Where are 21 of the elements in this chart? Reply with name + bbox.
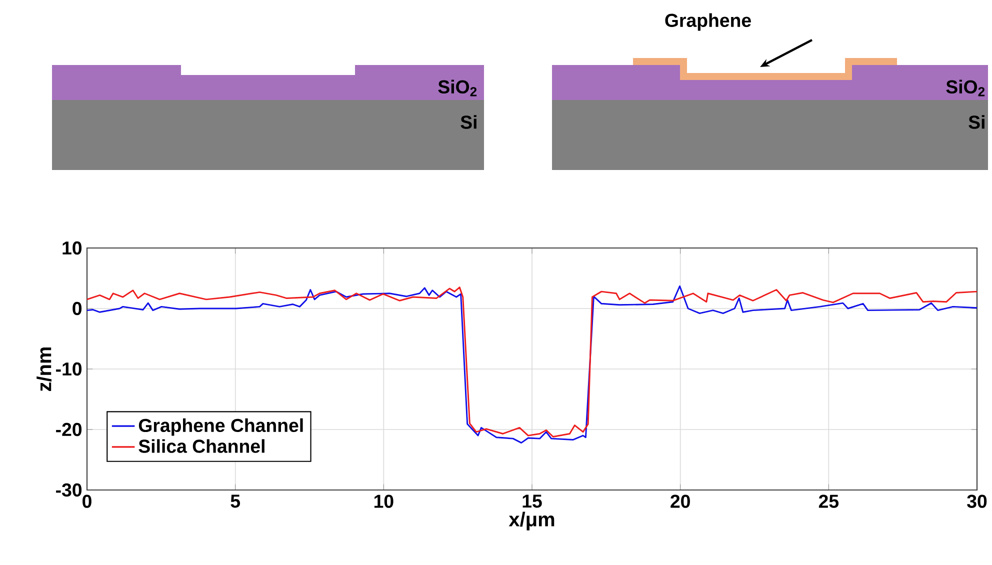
x-tick-label: 10 — [374, 494, 394, 508]
x-tick-label: 15 — [522, 494, 542, 508]
y-tick-label: -30 — [56, 483, 82, 497]
y-tick-label: 10 — [62, 241, 82, 255]
text: Graphene — [665, 13, 751, 31]
text: SiO$_{2}$ — [946, 80, 985, 96]
text: Si — [968, 115, 984, 129]
y-axis-title: z/nm — [36, 347, 52, 391]
x-tick-label: 5 — [230, 494, 240, 508]
y-tick-label: 0 — [72, 302, 82, 316]
x-tick-label: 30 — [967, 494, 987, 508]
legend-label: Graphene Channel — [138, 418, 303, 436]
x-tick-label: 25 — [818, 494, 839, 508]
legend-label: Silica Channel — [138, 439, 264, 453]
text: Si — [460, 115, 476, 129]
x-tick-label: 20 — [670, 494, 690, 508]
x-axis-title: x/μm — [508, 512, 554, 530]
y-tick-label: -10 — [56, 362, 82, 376]
x-tick-label: 0 — [82, 494, 92, 508]
y-tick-label: -20 — [56, 422, 82, 436]
text: SiO$_{2}$ — [438, 80, 477, 96]
